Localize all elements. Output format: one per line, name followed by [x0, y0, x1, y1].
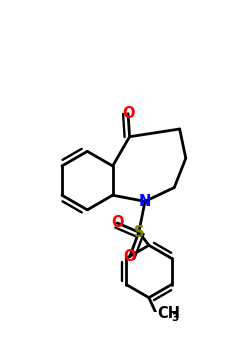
Text: O: O	[122, 106, 134, 121]
Text: N: N	[139, 194, 151, 209]
Text: CH: CH	[158, 306, 180, 321]
Text: O: O	[111, 216, 124, 230]
Text: O: O	[123, 249, 136, 264]
Text: 3: 3	[172, 314, 179, 323]
Text: S: S	[134, 225, 144, 240]
